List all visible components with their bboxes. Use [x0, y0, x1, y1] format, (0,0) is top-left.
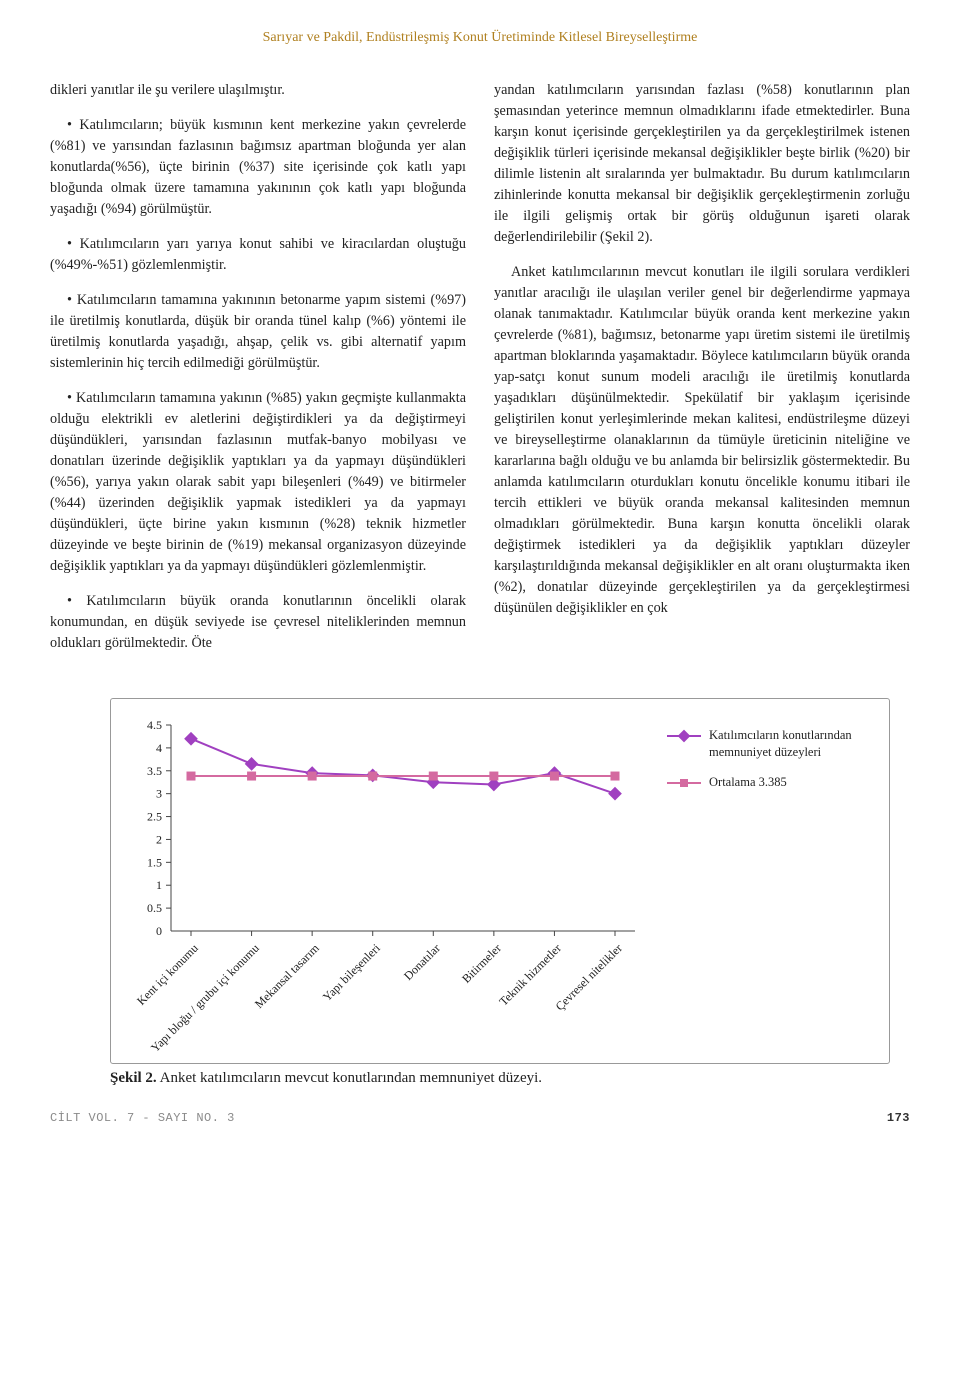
figure-label: Şekil 2. [110, 1070, 157, 1086]
para: • Katılımcıların yarı yarıya konut sahib… [50, 234, 466, 276]
legend-marker [667, 777, 701, 789]
chart-x-label: Yapı bloğu / grubu içi konumu [148, 941, 263, 1056]
figure-2-chart: 0.511.522.533.544.50 Kent içi konumuYapı… [110, 698, 890, 1064]
figure-caption: Şekil 2. Anket katılımcıların mevcut kon… [110, 1070, 890, 1087]
chart-x-labels: Kent içi konumuYapı bloğu / grubu içi ko… [125, 937, 645, 1057]
svg-text:3: 3 [156, 787, 162, 801]
svg-text:0.5: 0.5 [147, 901, 162, 915]
page: Sarıyar ve Pakdil, Endüstrileşmiş Konut … [0, 0, 960, 1397]
legend-item: Katılımcıların konutlarından memnuniyet … [667, 727, 875, 760]
svg-text:2.5: 2.5 [147, 810, 162, 824]
svg-text:1: 1 [156, 879, 162, 893]
chart-x-label: Donatılar [401, 941, 444, 984]
svg-text:2: 2 [156, 833, 162, 847]
para: • Katılımcıların büyük oranda konutların… [50, 591, 466, 654]
chart-x-label: Yapı bileşenleri [320, 941, 384, 1005]
chart-x-label: Kent içi konumu [134, 941, 202, 1009]
running-head: Sarıyar ve Pakdil, Endüstrileşmiş Konut … [50, 30, 910, 46]
page-footer: CİLT VOL. 7 - SAYI NO. 3 173 [50, 1111, 910, 1125]
para: dikleri yanıtlar ile şu verilere ulaşılm… [50, 80, 466, 101]
chart-plot: 0.511.522.533.544.50 Kent içi konumuYapı… [125, 717, 645, 1057]
chart-svg: 0.5 1 1.5 2 2.5 3 3.5 4 4.5 0 [125, 717, 645, 937]
legend-item: Ortalama 3.385 [667, 774, 875, 790]
svg-text:4: 4 [156, 741, 162, 755]
svg-text:3.5: 3.5 [147, 764, 162, 778]
para: Anket katılımcılarının mevcut konutları … [494, 262, 910, 619]
column-right: yandan katılımcıların yarısından fazlası… [494, 80, 910, 668]
svg-text:0: 0 [156, 924, 162, 937]
legend-marker [667, 730, 701, 742]
figure-caption-text: Anket katılımcıların mevcut konutlarında… [160, 1070, 542, 1086]
chart-x-label: Bitirmeler [459, 941, 504, 986]
svg-text:4.5: 4.5 [147, 718, 162, 732]
svg-text:1.5: 1.5 [147, 856, 162, 870]
text-columns: dikleri yanıtlar ile şu verilere ulaşılm… [50, 80, 910, 668]
para: yandan katılımcıların yarısından fazlası… [494, 80, 910, 248]
footer-left: CİLT VOL. 7 - SAYI NO. 3 [50, 1111, 235, 1125]
legend-label: Katılımcıların konutlarından memnuniyet … [709, 727, 875, 760]
para: • Katılımcıların tamamına yakının (%85) … [50, 388, 466, 577]
page-number: 173 [887, 1111, 910, 1125]
para: • Katılımcıların tamamına yakınının beto… [50, 290, 466, 374]
column-left: dikleri yanıtlar ile şu verilere ulaşılm… [50, 80, 466, 668]
chart-x-label: Mekansal tasarım [252, 941, 323, 1012]
chart-legend: Katılımcıların konutlarından memnuniyet … [645, 717, 875, 1057]
para: • Katılımcıların; büyük kısmının kent me… [50, 115, 466, 220]
legend-label: Ortalama 3.385 [709, 774, 787, 790]
